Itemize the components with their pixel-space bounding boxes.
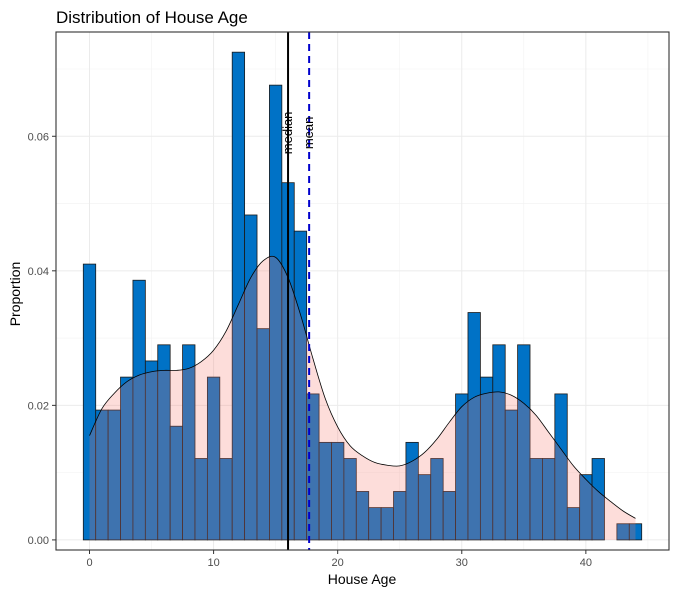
histogram-bar <box>628 523 643 541</box>
y-tick-label: 0.00 <box>28 535 49 547</box>
histogram-bar <box>591 458 605 541</box>
x-tick-label: 20 <box>332 557 344 569</box>
plot-panel: median mean 0 10 20 30 40 0.00 0.02 0.04 0.06 <box>28 31 670 569</box>
x-tick-label: 30 <box>456 557 468 569</box>
mean-label: mean <box>301 117 316 150</box>
y-tick-label: 0.02 <box>28 400 49 412</box>
y-tick-label: 0.04 <box>28 266 49 278</box>
y-axis-title: Proportion <box>7 262 23 327</box>
histogram-bar <box>82 263 97 541</box>
panel-border <box>55 31 670 551</box>
histogram-bar <box>517 344 531 541</box>
y-tick-label: 0.06 <box>28 131 49 143</box>
histogram-bar <box>293 230 308 541</box>
x-axis-title: House Age <box>328 571 397 587</box>
x-tick-label: 10 <box>207 557 219 569</box>
histogram-bar <box>182 344 196 541</box>
histogram-bar <box>554 393 568 541</box>
x-tick-label: 40 <box>580 557 592 569</box>
density-curve <box>89 255 636 519</box>
density-area <box>89 256 636 540</box>
x-tick-label: 0 <box>86 557 92 569</box>
median-label: median <box>280 112 295 155</box>
chart-title: Distribution of House Age <box>56 8 248 27</box>
